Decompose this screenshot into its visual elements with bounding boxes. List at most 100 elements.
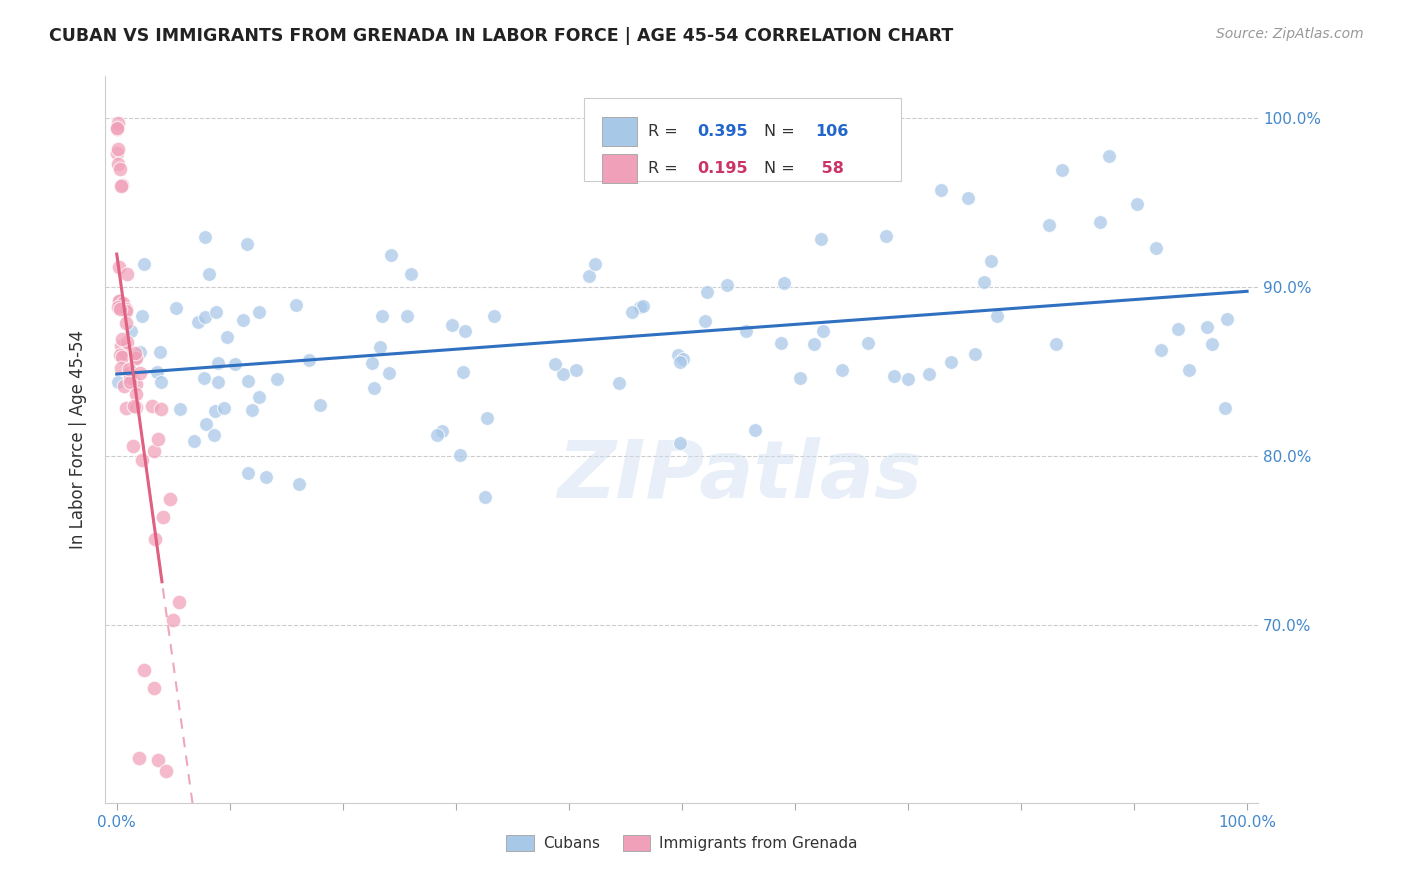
Point	[215, 329, 238, 343]
Point	[236, 236, 259, 251]
Point	[430, 424, 453, 438]
Text: ZIPatlas: ZIPatlas	[557, 437, 922, 515]
Point	[1177, 363, 1199, 377]
Legend: Cubans, Immigrants from Grenada: Cubans, Immigrants from Grenada	[501, 829, 863, 857]
Point	[120, 371, 142, 385]
Point	[131, 310, 153, 324]
Point	[716, 278, 738, 293]
Point	[883, 369, 905, 384]
Text: CUBAN VS IMMIGRANTS FROM GRENADA IN LABOR FORCE | AGE 45-54 CORRELATION CHART: CUBAN VS IMMIGRANTS FROM GRENADA IN LABO…	[49, 27, 953, 45]
Point	[107, 293, 129, 308]
Point	[441, 318, 464, 333]
Point	[451, 365, 474, 379]
Point	[631, 299, 654, 313]
Point	[232, 313, 254, 327]
Point	[143, 443, 166, 458]
Point	[110, 161, 132, 176]
Point	[193, 371, 215, 385]
Y-axis label: In Labor Force | Age 45-54: In Labor Force | Age 45-54	[69, 330, 87, 549]
Point	[148, 432, 170, 446]
Point	[183, 434, 205, 448]
Point	[125, 351, 148, 365]
Text: R =: R =	[648, 124, 683, 138]
Point	[666, 348, 689, 362]
Text: 0.195: 0.195	[697, 161, 748, 177]
Point	[143, 532, 166, 546]
Point	[482, 309, 505, 323]
Point	[1045, 337, 1067, 351]
Point	[693, 314, 716, 328]
Point	[1038, 218, 1060, 232]
Point	[112, 295, 135, 310]
Point	[207, 376, 229, 390]
Point	[380, 248, 402, 262]
Point	[111, 178, 134, 193]
Point	[105, 145, 128, 160]
Point	[162, 613, 184, 627]
Point	[1150, 343, 1173, 358]
Point	[789, 371, 811, 385]
Point	[810, 232, 832, 246]
Point	[236, 374, 259, 388]
Point	[128, 751, 150, 765]
Point	[696, 285, 718, 300]
Point	[107, 121, 129, 136]
Point	[194, 310, 217, 325]
Point	[875, 229, 897, 244]
Point	[204, 305, 226, 319]
Point	[128, 366, 150, 380]
Point	[368, 340, 391, 354]
Point	[114, 401, 136, 415]
Point	[159, 491, 181, 506]
Point	[110, 332, 132, 346]
Point	[454, 324, 477, 338]
Point	[114, 316, 136, 330]
Point	[202, 428, 225, 442]
Point	[146, 753, 169, 767]
Point	[165, 301, 187, 315]
Point	[672, 351, 695, 366]
Point	[1167, 322, 1189, 336]
Point	[449, 448, 471, 462]
Bar	[602, 117, 637, 145]
Point	[583, 257, 606, 271]
Point	[287, 476, 309, 491]
Point	[152, 510, 174, 524]
Point	[110, 301, 132, 316]
Point	[110, 301, 132, 316]
Point	[146, 366, 169, 380]
Point	[197, 267, 219, 281]
Point	[124, 351, 146, 365]
Point	[544, 357, 567, 371]
Point	[118, 366, 141, 380]
Point	[247, 390, 270, 404]
Point	[240, 403, 263, 417]
Point	[124, 399, 146, 413]
Point	[236, 466, 259, 480]
Point	[118, 375, 141, 389]
Point	[941, 355, 963, 369]
Point	[155, 764, 177, 778]
Point	[266, 372, 288, 386]
Point	[143, 681, 166, 696]
Point	[114, 303, 136, 318]
Point	[107, 116, 129, 130]
Point	[125, 377, 148, 392]
FancyBboxPatch shape	[583, 97, 901, 181]
Point	[1215, 401, 1237, 415]
Point	[108, 293, 131, 308]
Point	[254, 469, 277, 483]
Bar	[602, 154, 637, 183]
Point	[112, 379, 135, 393]
Point	[110, 178, 132, 193]
Point	[628, 300, 651, 314]
Point	[132, 663, 155, 677]
Point	[107, 300, 129, 314]
Point	[897, 372, 920, 386]
Point	[124, 346, 146, 360]
Point	[129, 345, 152, 359]
Point	[831, 363, 853, 377]
Point	[107, 375, 129, 389]
Point	[111, 351, 134, 365]
Point	[803, 336, 825, 351]
